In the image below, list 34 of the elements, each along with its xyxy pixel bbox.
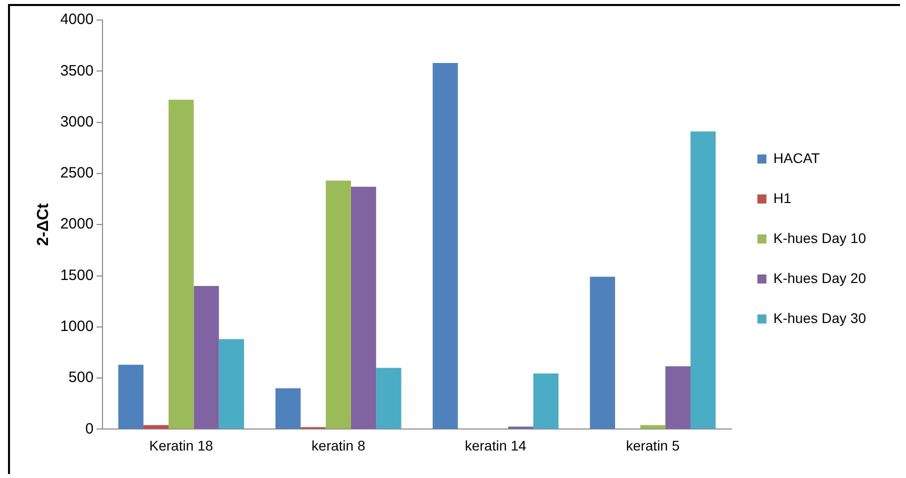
y-tick-label: 3000 [60, 113, 94, 130]
y-tick-label: 2500 [60, 164, 94, 182]
bar [194, 286, 219, 429]
legend-label: HACAT [773, 150, 820, 166]
bar [590, 276, 616, 429]
x-tick-label: keratin 14 [464, 437, 527, 454]
bar [143, 425, 169, 429]
y-tick-label: 1500 [60, 266, 94, 284]
x-tick-label: Keratin 18 [149, 437, 214, 454]
bar [533, 373, 558, 429]
bar [690, 132, 716, 429]
bar [665, 366, 691, 429]
bar [640, 425, 666, 429]
bar [376, 368, 402, 429]
legend-label: H1 [773, 190, 792, 206]
legend-label: K-hues Day 10 [773, 230, 866, 246]
y-tick-label: 0 [85, 420, 94, 438]
y-axis-title: 2-ΔCt [35, 202, 52, 246]
bar [275, 388, 301, 429]
bar [118, 364, 144, 429]
x-tick-label: keratin 8 [312, 437, 366, 454]
bar [432, 62, 458, 429]
x-tick-label: keratin 5 [626, 437, 680, 454]
legend-label: K-hues Day 20 [773, 270, 866, 286]
y-tick-label: 2000 [60, 216, 94, 233]
y-tick-label: 500 [68, 369, 94, 386]
bar [168, 100, 194, 429]
y-tick-label: 1000 [60, 318, 94, 336]
y-tick-label: 4000 [60, 11, 94, 28]
legend-label: K-hues Day 30 [773, 310, 866, 326]
bar [350, 186, 376, 429]
bar [218, 339, 244, 429]
y-tick-label: 3500 [60, 62, 94, 80]
bar [326, 180, 351, 429]
